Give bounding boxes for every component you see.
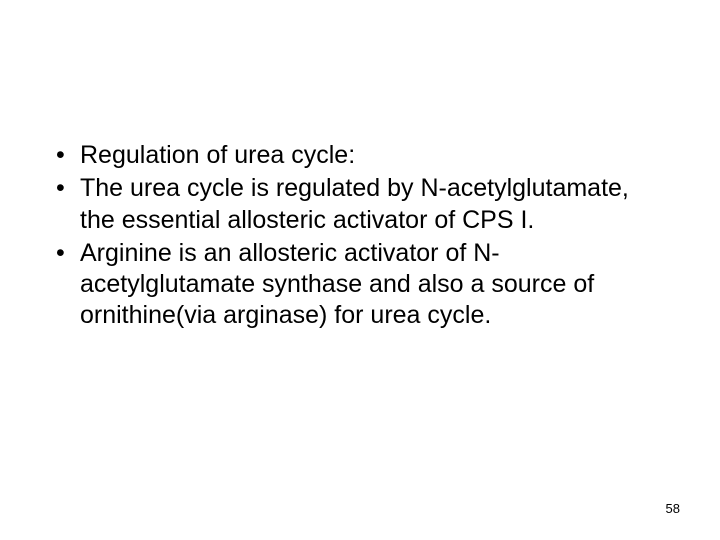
bullet-text: Regulation of urea cycle: (80, 141, 355, 169)
page-number: 58 (666, 501, 680, 516)
slide-container: Regulation of urea cycle: The urea cycle… (0, 0, 720, 540)
bullet-text: Arginine is an allosteric activator of N… (80, 239, 594, 330)
bullet-item: The urea cycle is regulated by N-acetylg… (50, 173, 670, 236)
bullet-text: The urea cycle is regulated by N-acetylg… (80, 174, 629, 233)
bullet-item: Regulation of urea cycle: (50, 140, 670, 171)
bullet-list: Regulation of urea cycle: The urea cycle… (50, 140, 670, 332)
bullet-item: Arginine is an allosteric activator of N… (50, 238, 670, 332)
